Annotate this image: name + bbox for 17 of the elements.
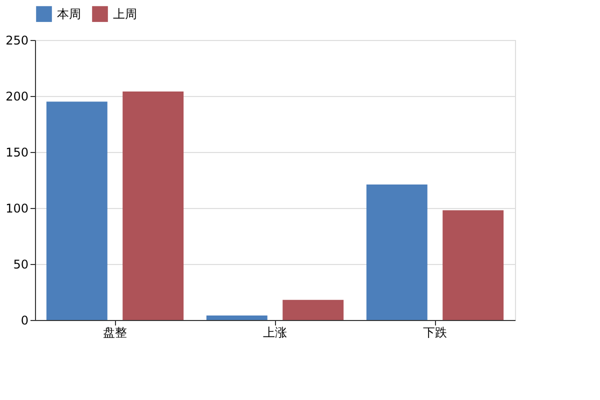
bar: [442, 210, 504, 320]
bar: [282, 300, 344, 320]
y-tick-label: 100: [6, 202, 28, 216]
y-tick-label: 0: [20, 314, 28, 328]
y-tick-label: 150: [6, 146, 28, 160]
y-tick-label: 250: [6, 34, 28, 48]
bar: [366, 184, 428, 320]
bar: [122, 92, 184, 320]
y-tick-label: 200: [6, 90, 28, 104]
bar: [46, 102, 108, 320]
legend-label: 本周: [57, 7, 81, 22]
x-tick-label: 下跌: [423, 326, 447, 340]
x-tick-label: 上涨: [263, 326, 287, 340]
bar: [206, 316, 268, 320]
x-tick-label: 盘整: [103, 326, 127, 340]
y-tick-label: 50: [13, 258, 28, 272]
legend-label: 上周: [113, 7, 137, 22]
